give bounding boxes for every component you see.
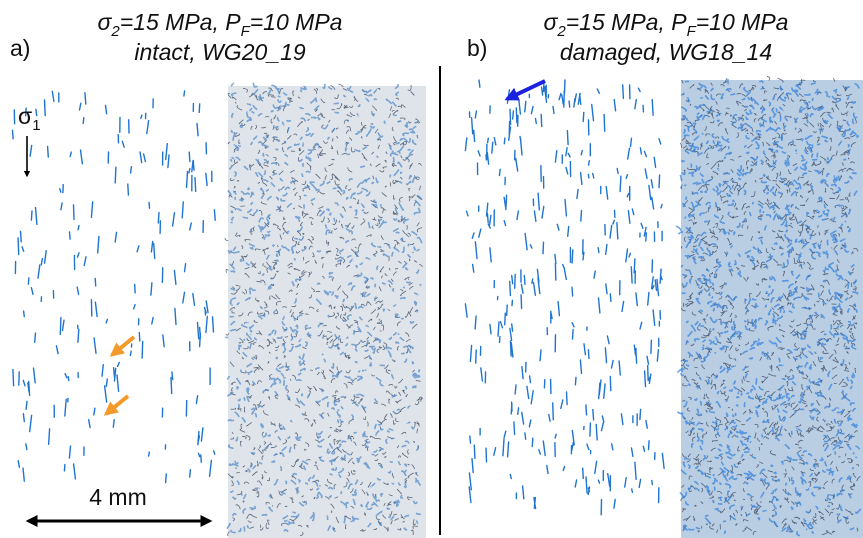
- panel-title: σ2=15 MPa, PF=10 MPa: [544, 9, 789, 40]
- orange-arrow: [109, 335, 136, 357]
- panel-title: σ2=15 MPa, PF=10 MPa: [98, 9, 343, 40]
- panel-subtitle: intact, WG20_19: [134, 39, 306, 65]
- scale-bar-label: 4 mm: [89, 484, 147, 510]
- blue-arrow: [504, 79, 546, 101]
- stress-label: σ1: [18, 103, 41, 134]
- panel-subtitle: damaged, WG18_14: [560, 39, 772, 65]
- orange-arrow: [103, 394, 130, 416]
- crack-texture: [464, 79, 665, 516]
- panel-label: b): [467, 35, 487, 61]
- crack-texture: [11, 90, 216, 484]
- volume-texture: [675, 78, 862, 537]
- panel-label: a): [10, 35, 30, 61]
- volume-texture: [224, 82, 423, 534]
- ct-images: [11, 75, 863, 538]
